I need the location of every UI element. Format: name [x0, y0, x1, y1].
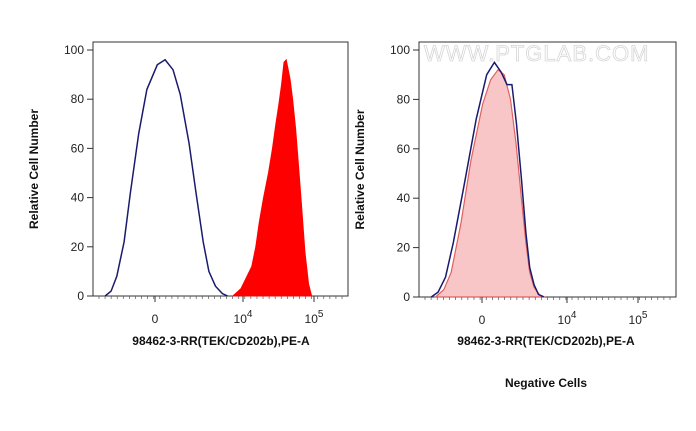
y-tick-label: 0 — [403, 290, 410, 304]
x-tick-label: 105 — [305, 309, 324, 326]
negative-cells-caption: Negative Cells — [505, 376, 587, 390]
plot-frame — [92, 41, 349, 297]
x-tick-label: 0 — [479, 313, 486, 327]
x-tick-label: 104 — [234, 309, 253, 326]
y-tick-label: 60 — [397, 142, 411, 156]
x-tick-label: 104 — [558, 310, 577, 327]
y-tick-label: 40 — [397, 191, 411, 205]
y-tick-label: 80 — [71, 92, 85, 106]
x-axis-title: 98462-3-RR(TEK/CD202b),PE-A — [132, 334, 310, 348]
histogram-series-1-outline — [430, 61, 545, 298]
watermark-text: WWW.PTGLAB.COM — [424, 41, 649, 66]
histogram-series-0-outline — [104, 58, 228, 297]
histogram-series-1-filled — [231, 58, 313, 297]
y-tick-label: 40 — [71, 191, 85, 205]
x-tick-label: 0 — [152, 312, 159, 326]
y-axis-title: Relative Cell Number — [27, 109, 41, 229]
histogram-panel-stained: 0 20 40 60 80 100 0 104 105 Relative Cell Number 9… — [27, 41, 349, 348]
y-axis-title: Relative Cell Number — [353, 109, 367, 229]
y-tick-label: 0 — [77, 289, 84, 303]
histogram-panel-negative: 0 20 40 60 80 100 0 104 105 Relative Cell Number 9… — [353, 41, 677, 348]
x-tick-label: 105 — [629, 310, 648, 327]
y-tick-label: 100 — [390, 43, 410, 57]
x-axis-title: 98462-3-RR(TEK/CD202b),PE-A — [457, 334, 635, 348]
y-tick-label: 80 — [397, 92, 411, 106]
y-tick-label: 20 — [397, 241, 411, 255]
y-tick-label: 60 — [71, 141, 85, 155]
y-tick-label: 20 — [71, 240, 85, 254]
y-tick-label: 100 — [64, 43, 84, 57]
